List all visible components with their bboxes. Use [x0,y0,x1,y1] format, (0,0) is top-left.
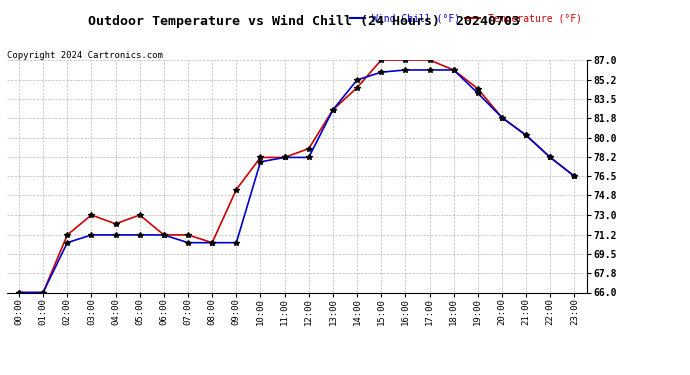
Text: Copyright 2024 Cartronics.com: Copyright 2024 Cartronics.com [7,51,163,60]
Legend: Wind Chill (°F), Temperature (°F): Wind Chill (°F), Temperature (°F) [350,14,582,24]
Text: Outdoor Temperature vs Wind Chill (24 Hours)  20240703: Outdoor Temperature vs Wind Chill (24 Ho… [88,15,520,28]
